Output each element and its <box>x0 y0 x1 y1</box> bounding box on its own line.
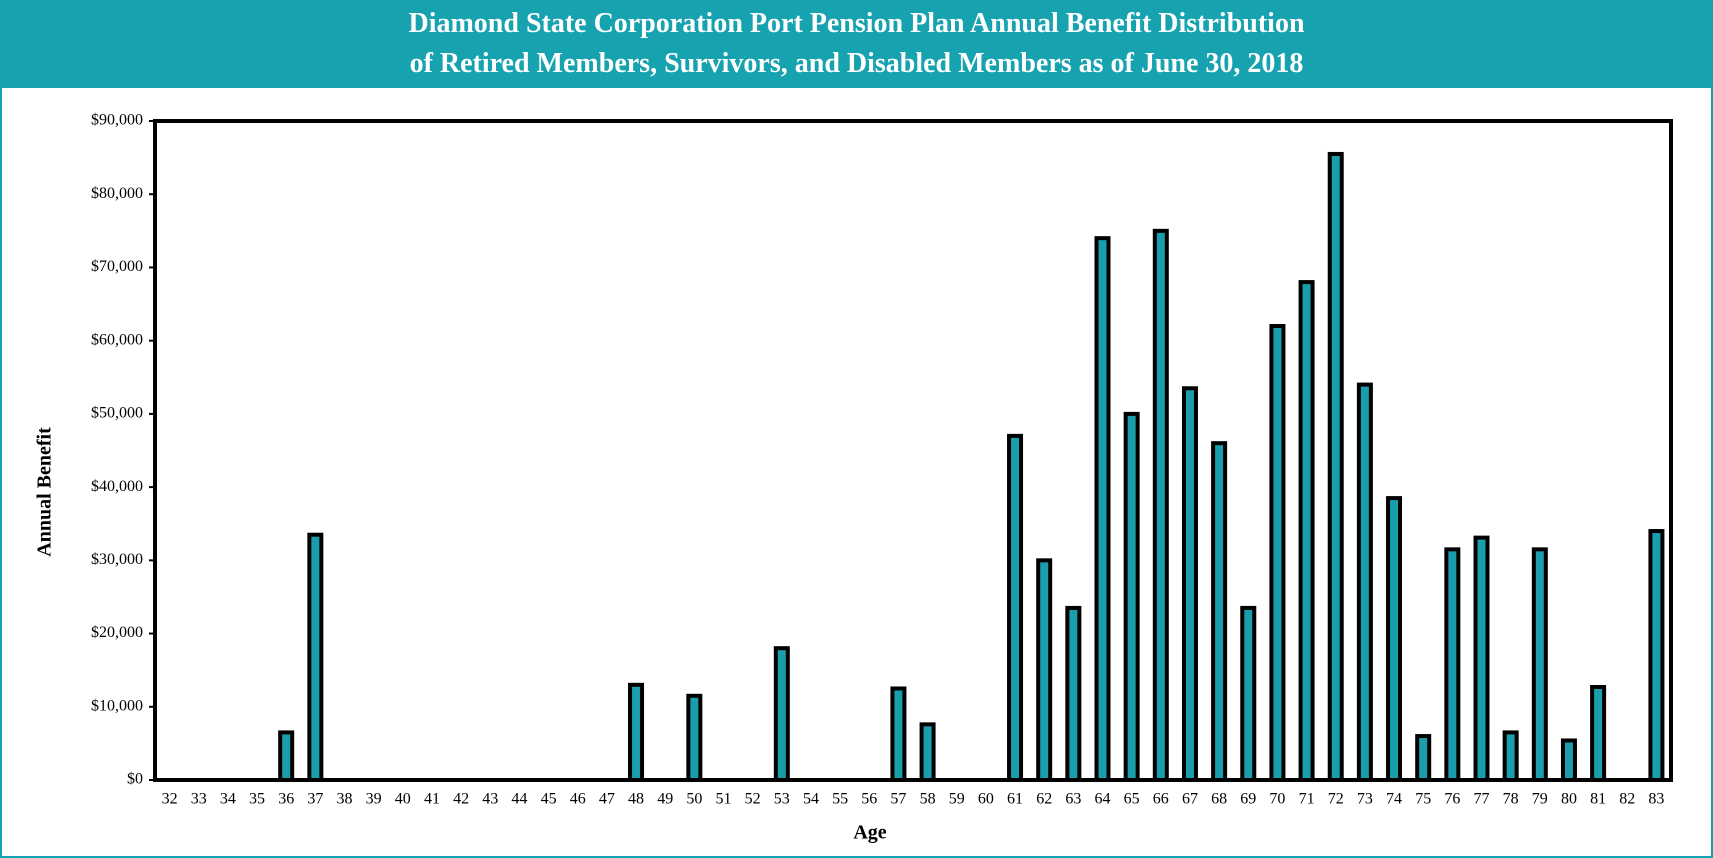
y-tick-label: $0 <box>127 771 143 788</box>
y-axis-label: Annual Benefit <box>34 427 56 557</box>
bar <box>773 646 790 783</box>
y-tick-label: $80,000 <box>91 185 143 202</box>
y-tick-label: $90,000 <box>91 112 143 129</box>
x-tick-label: 53 <box>774 791 790 808</box>
x-tick-label: 83 <box>1648 791 1664 808</box>
y-tick-label: $10,000 <box>91 697 143 714</box>
bar <box>1123 411 1140 782</box>
y-tick-label: $20,000 <box>91 624 143 641</box>
bar <box>1648 529 1665 782</box>
x-tick-label: 55 <box>832 791 848 808</box>
x-tick-label: 65 <box>1124 791 1140 808</box>
bar <box>1211 441 1228 782</box>
y-tick-label: $60,000 <box>91 331 143 348</box>
x-tick-label: 70 <box>1269 791 1285 808</box>
x-tick-label: 74 <box>1386 791 1402 808</box>
x-tick-label: 42 <box>453 791 469 808</box>
bar <box>1065 605 1082 783</box>
bar <box>1444 547 1461 782</box>
x-tick-label: 66 <box>1153 791 1169 808</box>
y-tick-label: $50,000 <box>91 405 143 422</box>
x-tick-label: 69 <box>1240 791 1256 808</box>
bar <box>1531 547 1548 782</box>
x-tick-label: 62 <box>1036 791 1052 808</box>
x-tick-label: 32 <box>162 791 178 808</box>
x-tick-label: 37 <box>307 791 323 808</box>
x-tick-label: 39 <box>366 791 382 808</box>
title-line: of Retired Members, Survivors, and Disab… <box>409 48 1304 79</box>
x-tick-label: 81 <box>1590 791 1606 808</box>
x-tick-label: 79 <box>1532 791 1548 808</box>
bar <box>1094 236 1111 782</box>
chart: Age Annual Benefit $0 $10,000 $20,000 $30,0… <box>34 112 1673 844</box>
x-tick-label: 54 <box>803 791 819 808</box>
x-axis-label: Age <box>853 822 886 844</box>
y-tick-label: $40,000 <box>91 478 143 495</box>
plot-border <box>153 119 1673 782</box>
x-tick-label: 45 <box>541 791 557 808</box>
x-tick-label: 56 <box>861 791 877 808</box>
x-tick-label: 80 <box>1561 791 1577 808</box>
bar <box>1240 605 1257 783</box>
x-tick-label: 76 <box>1444 791 1460 808</box>
x-tick-label: 61 <box>1007 791 1023 808</box>
x-tick-label: 36 <box>278 791 294 808</box>
x-tick-label: 68 <box>1211 791 1227 808</box>
bar <box>686 693 703 782</box>
title-line: Diamond State Corporation Port Pension P… <box>408 8 1305 39</box>
x-tick-label: 63 <box>1065 791 1081 808</box>
bar <box>1152 228 1169 783</box>
y-tick-label: $70,000 <box>91 258 143 275</box>
x-tick-label: 34 <box>220 791 236 808</box>
x-tick-label: 72 <box>1328 791 1344 808</box>
bar <box>919 722 936 783</box>
bar <box>1415 734 1432 782</box>
bar <box>1327 151 1344 782</box>
x-tick-label: 67 <box>1182 791 1198 808</box>
x-tick-label: 77 <box>1474 791 1490 808</box>
bar <box>1298 280 1315 782</box>
x-tick-label: 60 <box>978 791 994 808</box>
x-tick-label: 48 <box>628 791 644 808</box>
x-tick-label: 75 <box>1415 791 1431 808</box>
x-tick-label: 50 <box>686 791 702 808</box>
bar <box>890 686 907 783</box>
bar <box>1560 738 1577 783</box>
x-tick-label: 58 <box>920 791 936 808</box>
x-tick-label: 71 <box>1299 791 1315 808</box>
x-tick-label: 46 <box>570 791 586 808</box>
x-tick-label: 64 <box>1095 791 1111 808</box>
bar <box>1356 382 1373 782</box>
x-tick-label: 82 <box>1619 791 1635 808</box>
y-tick-label: $30,000 <box>91 551 143 568</box>
bar <box>628 682 645 782</box>
bar <box>1036 558 1053 783</box>
x-tick-label: 33 <box>191 791 207 808</box>
x-tick-label: 43 <box>482 791 498 808</box>
x-tick-label: 47 <box>599 791 615 808</box>
bar <box>307 532 324 783</box>
bar <box>1007 433 1024 782</box>
x-tick-label: 35 <box>249 791 265 808</box>
bar <box>278 730 295 783</box>
x-tick-label: 51 <box>716 791 732 808</box>
x-tick-label: 52 <box>745 791 761 808</box>
x-tick-label: 44 <box>511 791 527 808</box>
x-tick-label: 73 <box>1357 791 1373 808</box>
bar <box>1590 685 1607 782</box>
bar <box>1386 496 1403 782</box>
bar <box>1181 386 1198 782</box>
x-tick-label: 78 <box>1503 791 1519 808</box>
x-tick-label: 40 <box>395 791 411 808</box>
bar <box>1473 535 1490 782</box>
x-tick-label: 38 <box>337 791 353 808</box>
chart-title: Diamond State Corporation Port Pension P… <box>0 0 1713 88</box>
bar <box>1502 730 1519 783</box>
x-tick-label: 57 <box>890 791 906 808</box>
bar <box>1269 324 1286 782</box>
x-tick-label: 41 <box>424 791 440 808</box>
x-tick-label: 49 <box>657 791 673 808</box>
x-tick-label: 59 <box>949 791 965 808</box>
